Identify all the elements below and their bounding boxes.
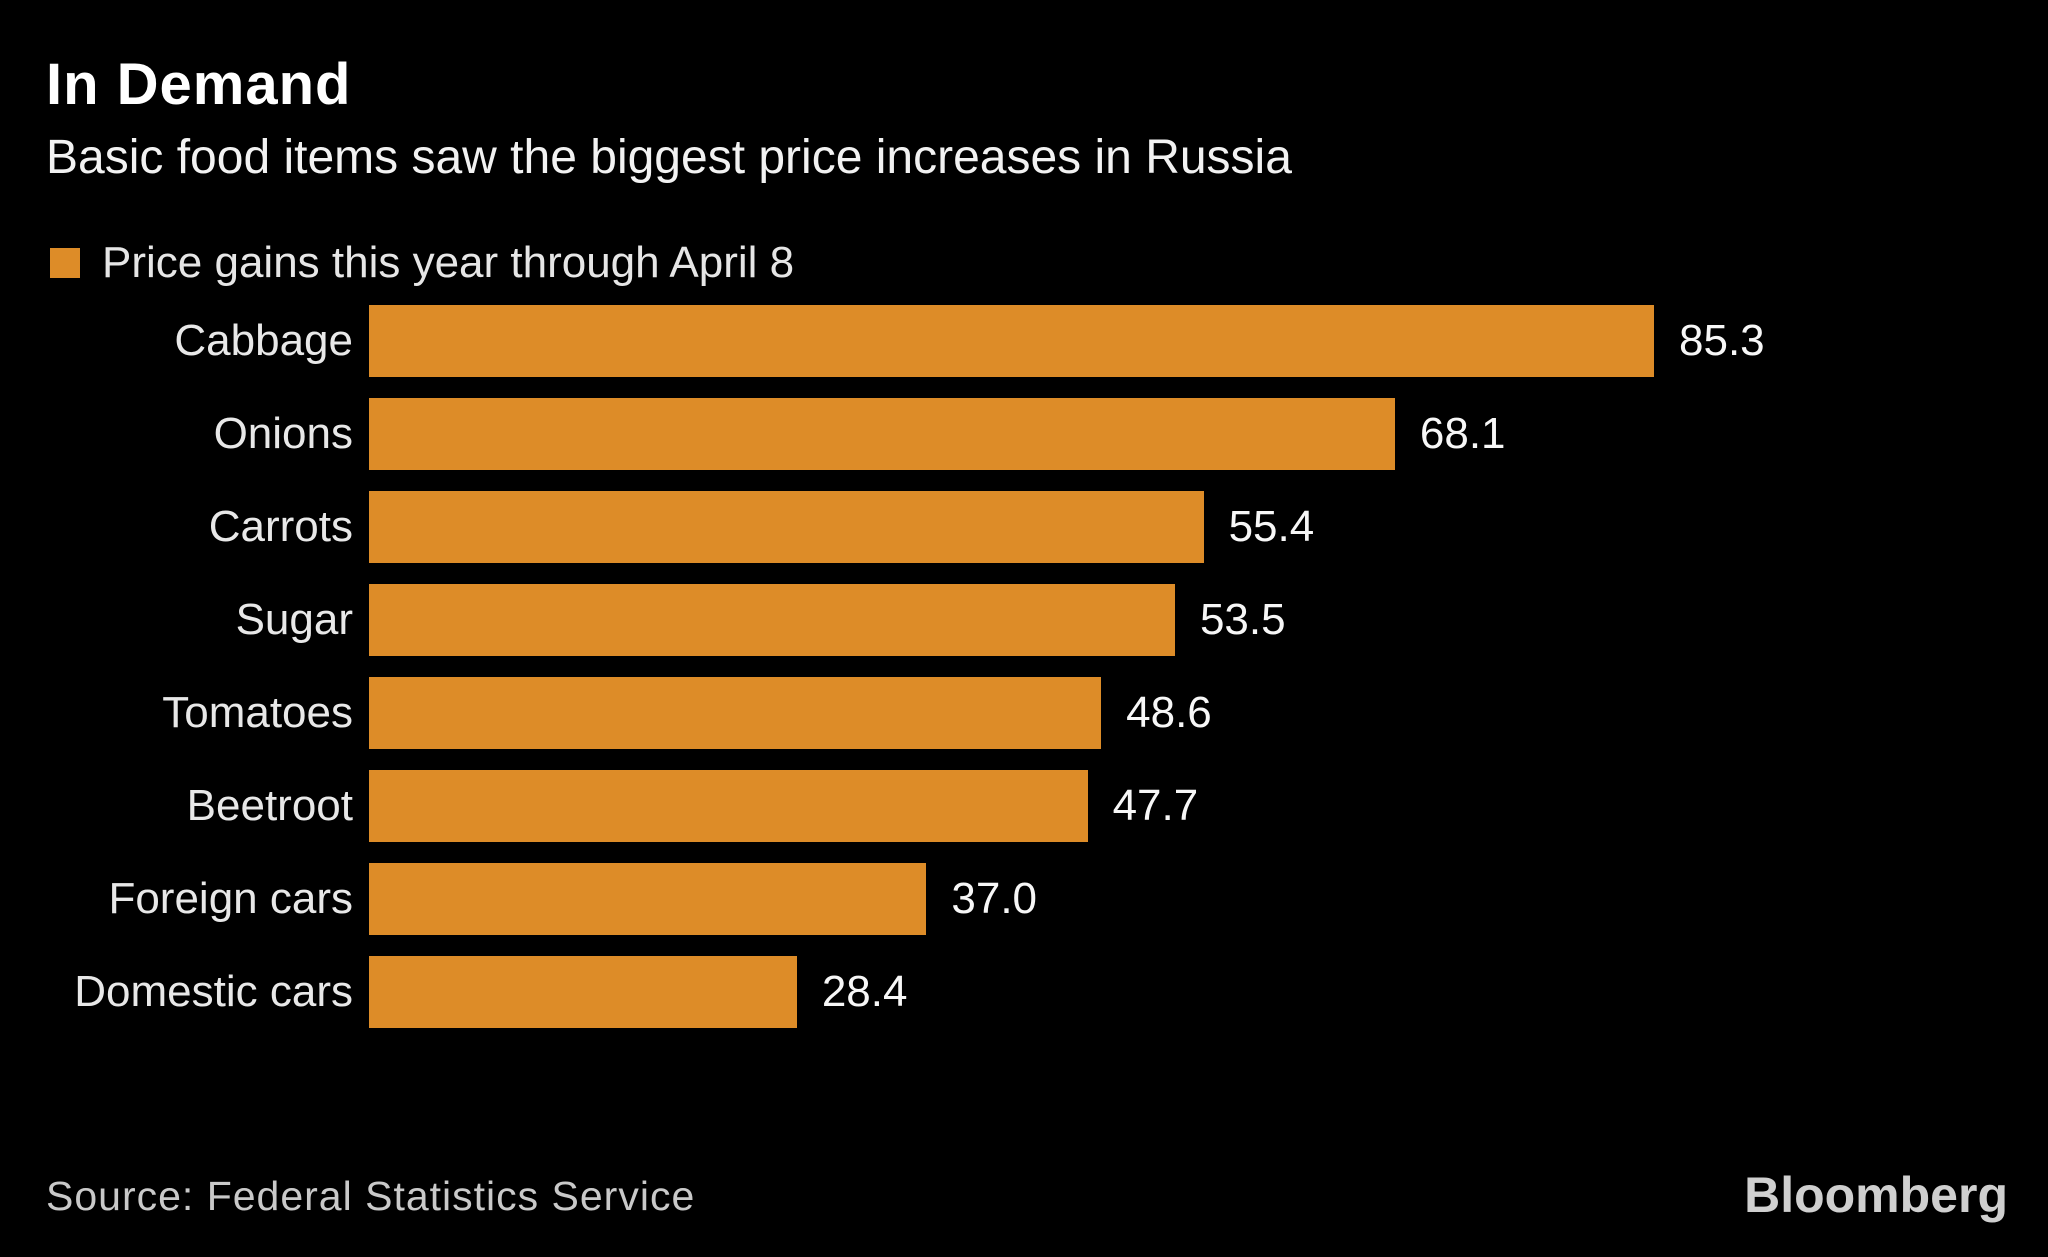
chart-row: Cabbage 85.3: [0, 305, 2048, 377]
chart-row: Onions 68.1: [0, 398, 2048, 470]
chart-row: Beetroot 47.7: [0, 770, 2048, 842]
bar: [369, 491, 1204, 563]
category-label: Cabbage: [174, 316, 353, 365]
bar: [369, 956, 797, 1028]
category-label: Carrots: [208, 502, 353, 551]
bloomberg-logo: Bloomberg: [1744, 1167, 2008, 1223]
category-label: Beetroot: [186, 781, 353, 830]
chart-row: Carrots 55.4: [0, 491, 2048, 563]
category-label: Onions: [213, 409, 353, 458]
category-label: Foreign cars: [108, 874, 353, 923]
bar: [369, 398, 1395, 470]
category-label: Domestic cars: [74, 967, 353, 1016]
legend-label: Price gains this year through April 8: [102, 238, 795, 287]
chart-row: Sugar 53.5: [0, 584, 2048, 656]
category-label: Tomatoes: [162, 688, 353, 737]
value-label: 48.6: [1126, 688, 1212, 737]
bar: [369, 677, 1102, 749]
value-label: 68.1: [1419, 409, 1506, 458]
chart-row: Foreign cars 37.0: [0, 863, 2048, 935]
value-label: 37.0: [951, 874, 1038, 923]
chart-title: In Demand: [46, 52, 352, 117]
value-label: 85.3: [1679, 316, 1765, 365]
chart-row: Domestic cars 28.4: [0, 956, 2048, 1028]
bar: [369, 863, 927, 935]
legend: Price gains this year through April 8: [50, 238, 795, 287]
chart-row: Tomatoes 48.6: [0, 677, 2048, 749]
source-credit: Source: Federal Statistics Service: [46, 1173, 696, 1219]
bar: [369, 770, 1088, 842]
bar-chart-plot-area: Cabbage 85.3 Onions 68.1 Carrots 55.4 Sugar 53.…: [0, 305, 2048, 1028]
value-label: 28.4: [821, 967, 908, 1016]
value-label: 55.4: [1228, 502, 1315, 551]
chart-subtitle: Basic food items saw the biggest price i…: [46, 131, 1292, 184]
bar: [369, 305, 1654, 377]
bar: [369, 584, 1175, 656]
value-label: 53.5: [1199, 595, 1286, 644]
legend-swatch-icon: [50, 248, 80, 278]
value-label: 47.7: [1112, 781, 1199, 830]
category-label: Sugar: [235, 595, 353, 644]
